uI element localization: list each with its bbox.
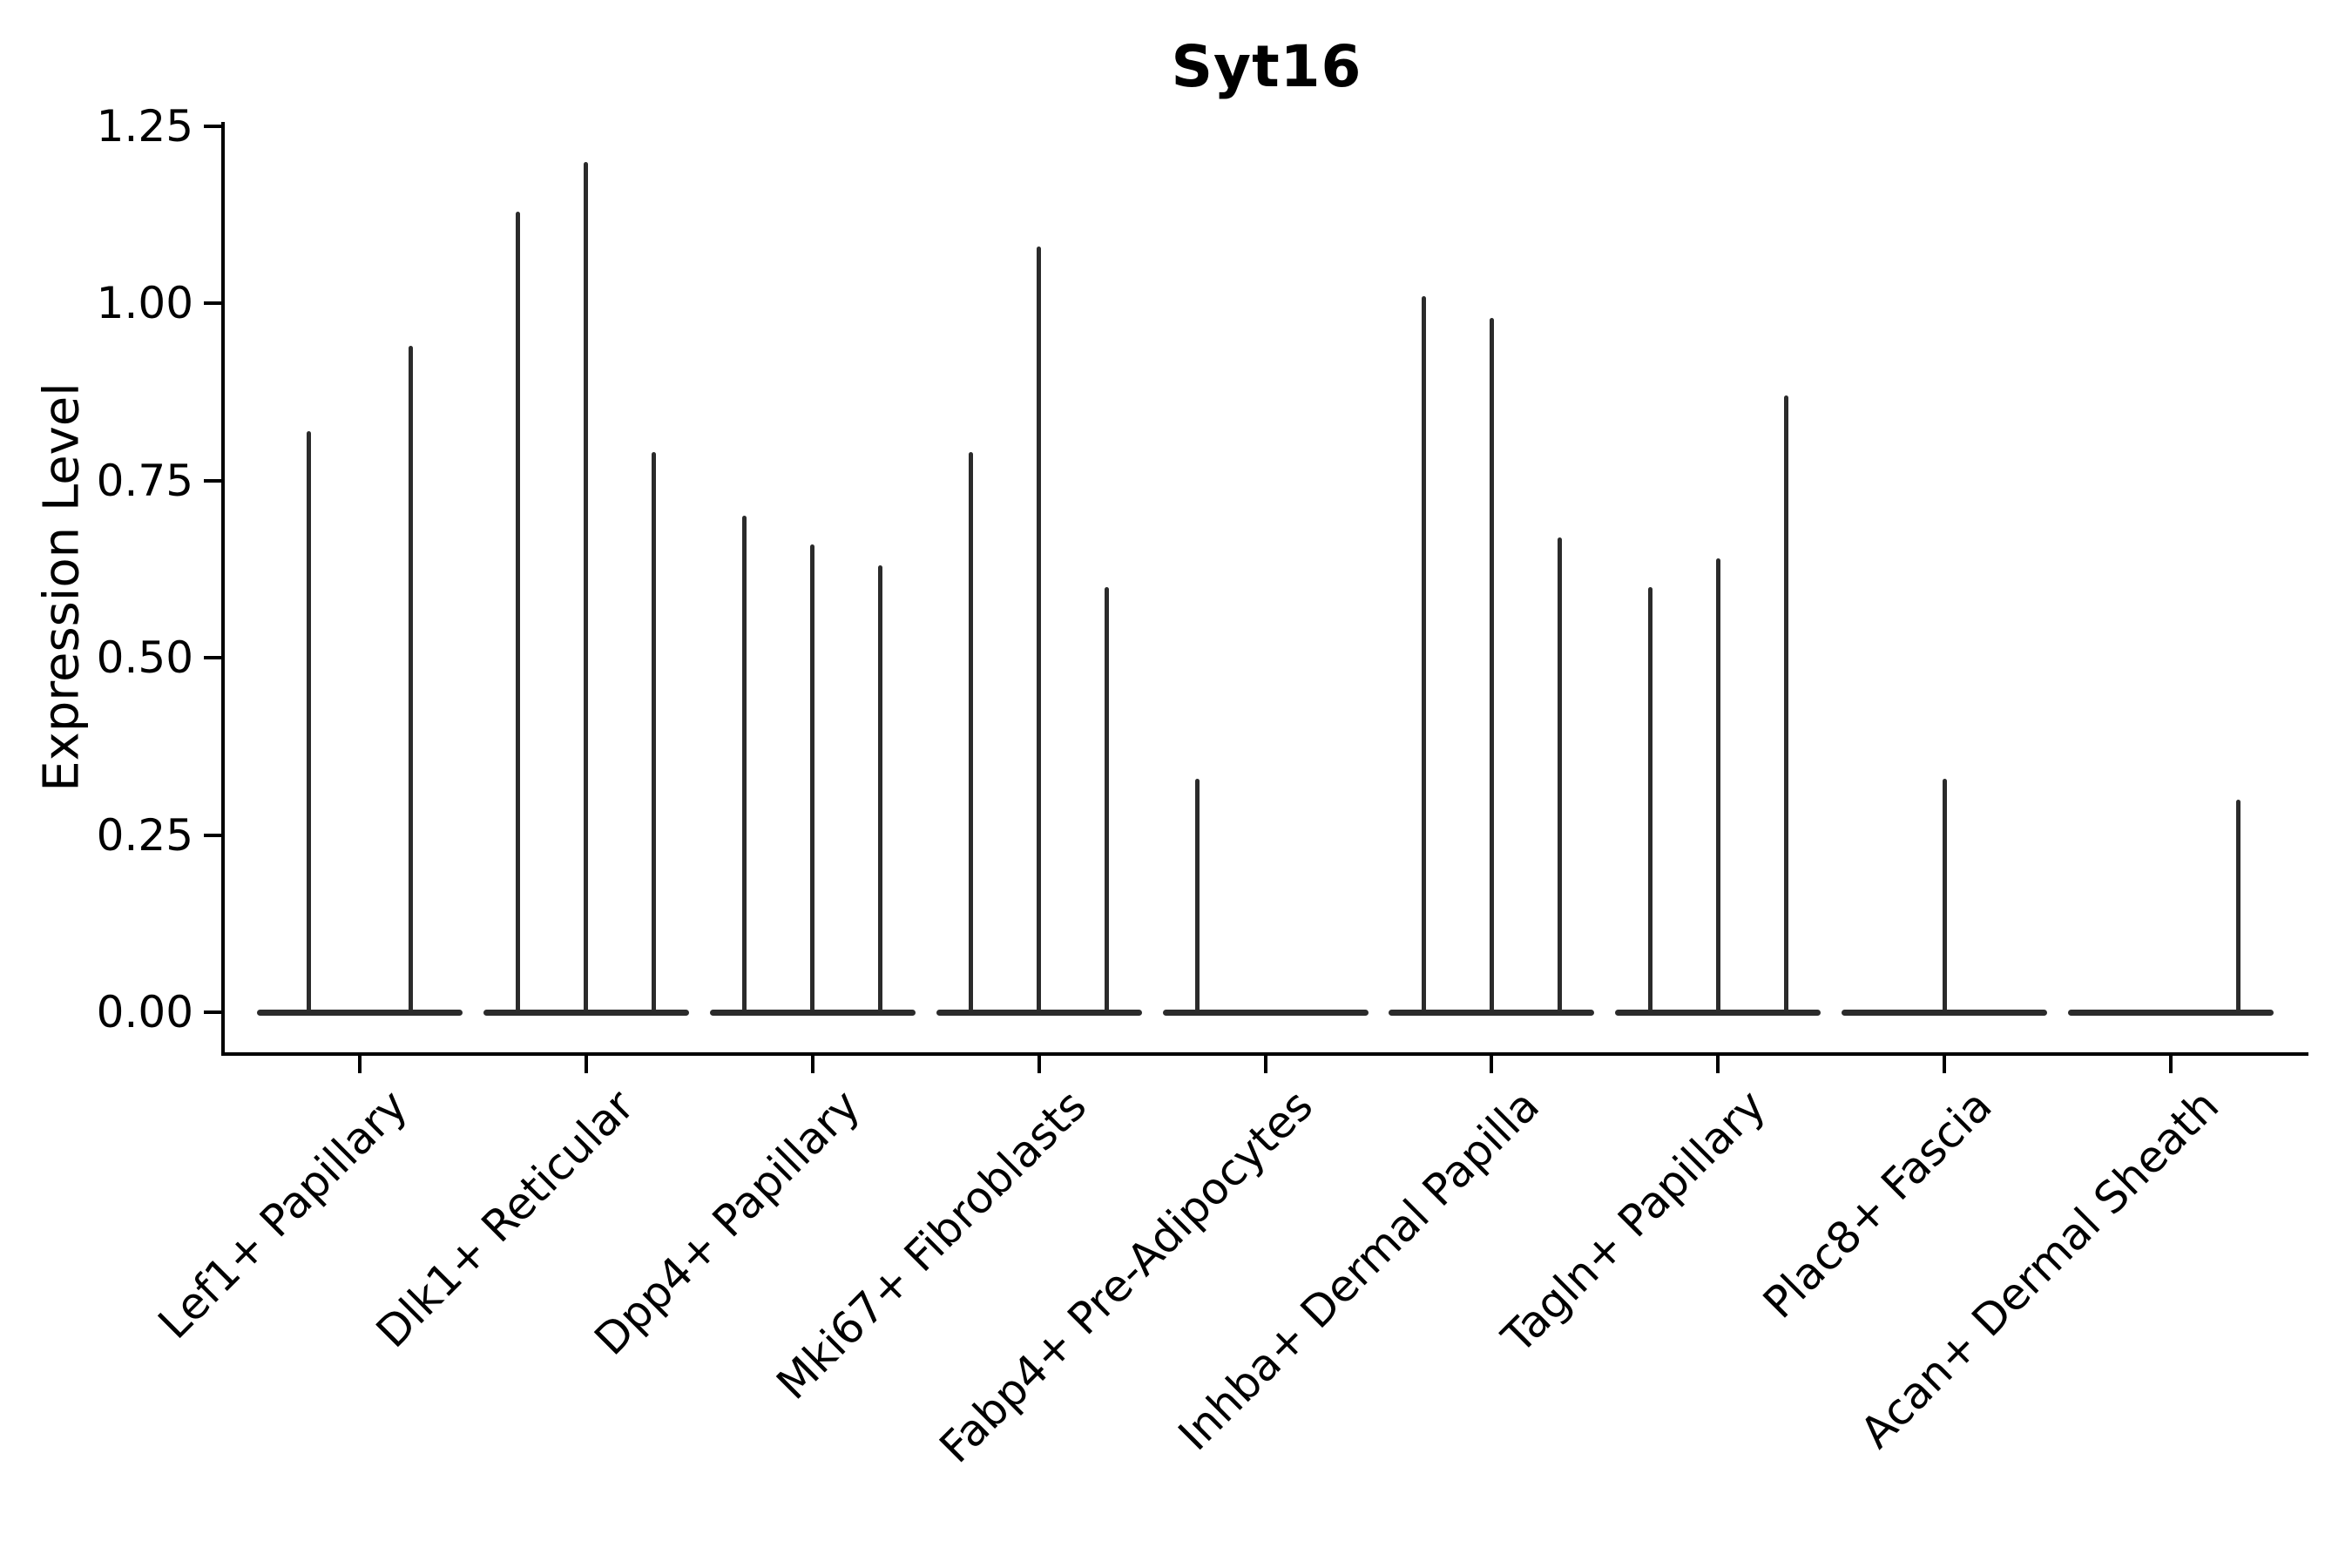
x-tick-label: Inhba+ Dermal Papilla	[1169, 1080, 1550, 1461]
plot-title: Syt16	[1171, 33, 1362, 100]
x-tick-mark	[584, 1056, 588, 1073]
y-axis-spine	[221, 122, 225, 1056]
violin-spike	[810, 544, 815, 1015]
violin-spike	[408, 346, 413, 1015]
violin-spike	[1195, 778, 1200, 1015]
y-tick-mark	[204, 301, 221, 306]
x-tick-mark	[1037, 1056, 1041, 1073]
violin-spike	[969, 452, 974, 1015]
x-tick-mark	[2169, 1056, 2173, 1073]
y-tick-label: 0.25	[96, 809, 193, 861]
x-tick-label: Fabp4+ Pre-Adipocytes	[930, 1080, 1323, 1473]
y-tick-mark	[204, 1010, 221, 1014]
x-tick-mark	[810, 1056, 814, 1073]
x-tick-mark	[1716, 1056, 1720, 1073]
violin-baseline	[2068, 1009, 2274, 1016]
y-tick-mark	[204, 478, 221, 483]
violin-spike	[1715, 558, 1720, 1015]
violin-spike	[1647, 586, 1652, 1015]
violin-baseline	[257, 1009, 463, 1016]
y-axis-label: Expression Level	[33, 382, 91, 792]
x-tick-mark	[1943, 1056, 1947, 1073]
violin-spike	[1783, 395, 1788, 1015]
x-axis-spine	[221, 1052, 2308, 1056]
violin-spike	[742, 516, 747, 1015]
violin-spike	[1489, 317, 1494, 1015]
y-tick-label: 0.00	[96, 987, 193, 1037]
violin-spike	[584, 161, 589, 1015]
violin-spike	[1557, 537, 1562, 1015]
violin-spike	[1942, 778, 1947, 1015]
x-tick-label: Lef1+ Papillary	[148, 1080, 418, 1349]
x-tick-label: Plac8+ Fascia	[1754, 1080, 2003, 1328]
violin-spike	[1105, 586, 1110, 1015]
y-tick-label: 0.75	[96, 455, 193, 506]
violin-spike	[1037, 247, 1042, 1015]
violin-spike	[2236, 799, 2241, 1015]
violin-spike	[516, 211, 521, 1015]
y-tick-label: 0.50	[96, 632, 193, 684]
violin-baseline	[1162, 1009, 1369, 1016]
y-tick-mark	[204, 833, 221, 837]
violin-spike	[307, 430, 312, 1015]
violin-spike	[878, 565, 883, 1015]
violin-spike	[652, 452, 657, 1015]
x-tick-mark	[1490, 1056, 1494, 1073]
x-tick-label: Acan+ Dermal Sheath	[1850, 1080, 2229, 1458]
y-tick-label: 1.25	[96, 101, 193, 152]
violin-spike	[1421, 296, 1426, 1015]
y-tick-label: 1.00	[96, 278, 193, 329]
y-tick-mark	[204, 125, 221, 128]
x-tick-mark	[358, 1056, 362, 1073]
y-tick-mark	[204, 656, 221, 660]
x-tick-mark	[1263, 1056, 1267, 1073]
